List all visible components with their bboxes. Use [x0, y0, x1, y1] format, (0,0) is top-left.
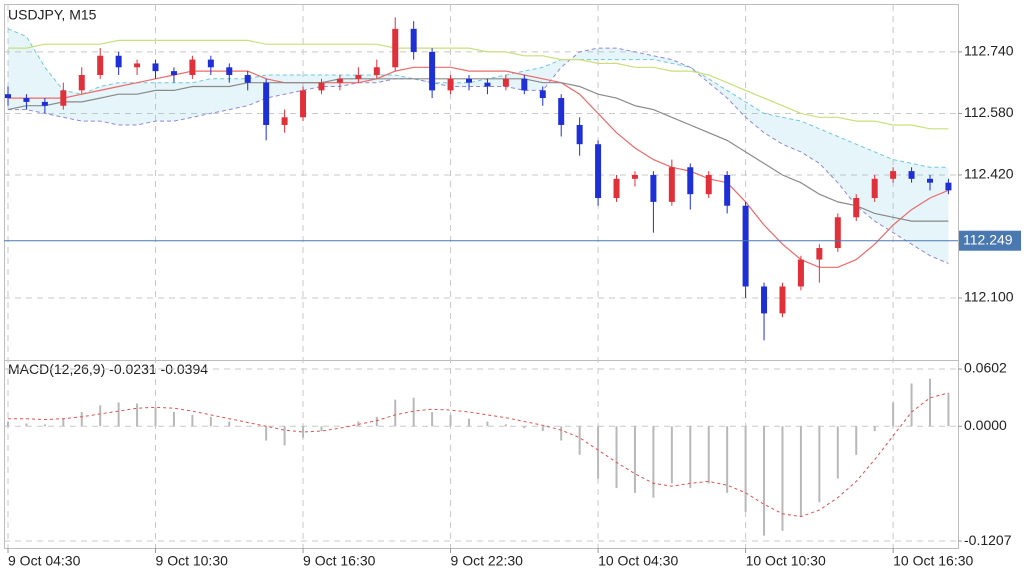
candle-body: [189, 59, 196, 75]
x-tick-label: 10 Oct 04:30: [598, 553, 678, 569]
candle-body: [152, 63, 159, 72]
candle-body: [558, 98, 565, 125]
candle-body: [263, 82, 270, 125]
candle-body: [945, 182, 952, 191]
candle-body: [410, 28, 417, 52]
candle-body: [41, 101, 48, 106]
candle-body: [244, 74, 251, 83]
candle-body: [97, 55, 104, 75]
candle-body: [134, 63, 141, 68]
y-tick-label: 112.580: [964, 104, 1014, 120]
candle-body: [521, 78, 528, 91]
y-tick-label: 0.0602: [964, 360, 1007, 376]
cloud-span-a: [7, 28, 949, 168]
chart-title: USDJPY, M15: [8, 7, 97, 23]
candle-body: [779, 286, 786, 314]
y-tick-label: -0.1207: [964, 532, 1012, 548]
y-tick-label: 112.740: [964, 43, 1014, 59]
candle-body: [834, 217, 841, 249]
candle-body: [429, 51, 436, 91]
candle-body: [687, 167, 694, 195]
y-tick-label: 112.100: [964, 289, 1014, 305]
x-tick-label: 10 Oct 16:30: [893, 553, 973, 569]
candle-body: [927, 178, 933, 183]
macd-name: MACD(12,26,9): [8, 361, 105, 377]
moving-average: [7, 78, 949, 222]
candle-body: [705, 174, 712, 195]
candle-body: [207, 59, 214, 68]
candle-body: [631, 174, 638, 179]
candle-body: [613, 178, 620, 199]
candle-body: [392, 28, 399, 68]
candle-body: [595, 144, 602, 199]
x-tick-label: 9 Oct 22:30: [451, 553, 524, 569]
candle-body: [170, 71, 177, 75]
candle-body: [60, 90, 67, 106]
candle-body: [466, 78, 472, 83]
candle-body: [871, 178, 878, 199]
candle-body: [797, 259, 804, 287]
candle-body: [5, 94, 11, 99]
macd-value: -0.0231: [109, 361, 157, 377]
candle-body: [724, 174, 731, 206]
candle-body: [908, 171, 915, 179]
candle-body: [668, 167, 675, 202]
candle-body: [23, 98, 30, 102]
cloud-span-b: [8, 47, 949, 264]
candle-body: [78, 74, 85, 91]
candle-body: [650, 174, 657, 202]
current-price-box: [959, 230, 1021, 251]
candle-body: [115, 55, 122, 68]
candle-body: [576, 124, 583, 145]
candle-body: [484, 82, 491, 87]
candle-body: [761, 286, 768, 314]
x-tick-label: 9 Oct 10:30: [156, 553, 229, 569]
moving-average: [8, 66, 949, 268]
candle-body: [816, 248, 823, 260]
candle-body: [300, 90, 307, 118]
candle-body: [373, 67, 380, 75]
moving-average: [8, 39, 949, 130]
y-tick-label: 112.420: [964, 166, 1014, 182]
x-tick-label: 10 Oct 10:30: [746, 553, 826, 569]
frame: [4, 4, 959, 549]
candle-body: [447, 78, 454, 91]
candle-body: [539, 90, 546, 99]
candle-body: [281, 117, 288, 125]
cloud-fill: [8, 28, 949, 264]
x-tick-label: 9 Oct 04:30: [8, 553, 81, 569]
current-price-label: 112.249: [963, 231, 1013, 247]
candle-body: [890, 171, 897, 179]
macd-title: MACD(12,26,9) -0.0231 -0.0394: [8, 361, 208, 377]
candle-body: [318, 82, 325, 91]
y-tick-label: 0.0000: [964, 417, 1007, 433]
x-tick-label: 9 Oct 16:30: [303, 553, 376, 569]
signal-line: [8, 392, 949, 518]
candle-body: [336, 78, 343, 83]
candle-body: [355, 74, 362, 79]
candle-body: [502, 78, 509, 87]
candle-body: [742, 205, 749, 287]
candle-body: [853, 198, 860, 218]
candle-body: [226, 67, 233, 75]
